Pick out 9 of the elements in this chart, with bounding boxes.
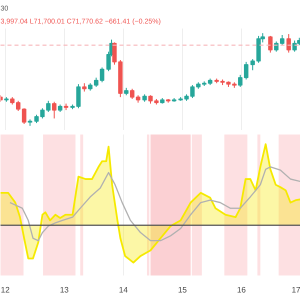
candlestick — [52, 101, 56, 119]
candlestick — [268, 35, 273, 54]
x-tick-label: 16 — [236, 286, 246, 294]
x-tick-label: 17 — [292, 286, 300, 294]
x-tick-label: 12 — [0, 286, 10, 294]
candlestick — [286, 34, 291, 54]
x-tick-label: 15 — [178, 286, 188, 294]
x-tick-label: 14 — [118, 286, 128, 294]
x-tick-label: 13 — [60, 286, 70, 294]
